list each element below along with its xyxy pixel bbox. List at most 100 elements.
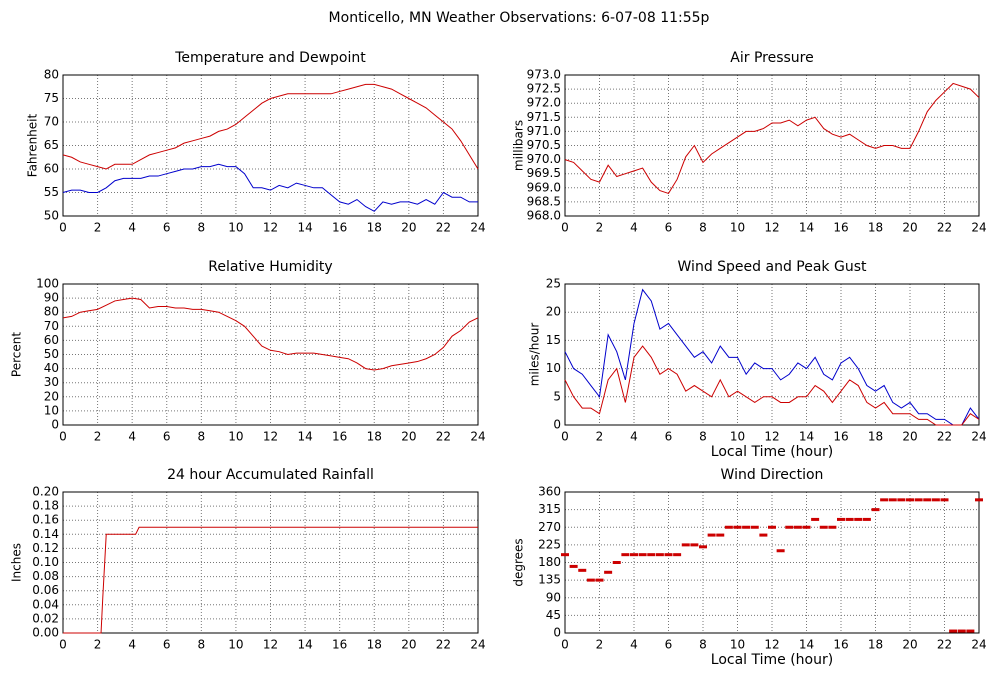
x-tick-label: 20 [401, 221, 416, 235]
x-tick-label: 10 [228, 221, 243, 235]
x-tick-label: 10 [730, 638, 745, 652]
y-tick-label: 969.5 [527, 166, 561, 180]
x-tick-label: 20 [401, 638, 416, 652]
data-point [724, 525, 733, 529]
x-axis-label: Local Time (hour) [711, 652, 833, 668]
x-tick-label: 6 [665, 638, 673, 652]
y-tick-label: 0.14 [32, 527, 59, 541]
y-tick-label: 971.0 [527, 124, 561, 138]
x-tick-label: 20 [902, 430, 917, 444]
y-tick-label: 50 [44, 209, 59, 223]
chart-title: Wind Speed and Peak Gust [678, 259, 867, 275]
x-tick-label: 0 [561, 221, 569, 235]
data-point [768, 525, 776, 529]
y-axis-label: Percent [10, 332, 24, 377]
y-tick-label: 80 [44, 68, 59, 82]
data-point [595, 578, 604, 582]
x-tick-label: 0 [561, 430, 569, 444]
y-tick-label: 0.08 [32, 569, 59, 583]
data-line [564, 288, 980, 426]
x-tick-label: 0 [561, 638, 569, 652]
data-point [586, 578, 595, 582]
y-tick-label: 0.02 [32, 611, 59, 625]
data-point [845, 517, 854, 521]
x-tick-label: 14 [799, 638, 814, 652]
x-tick-label: 6 [163, 430, 171, 444]
x-tick-label: 10 [228, 430, 243, 444]
data-point [897, 498, 906, 502]
data-point [604, 570, 613, 574]
plot-frame [62, 283, 479, 426]
x-tick-label: 2 [596, 221, 604, 235]
x-tick-label: 14 [297, 221, 312, 235]
y-tick-label: 75 [44, 91, 59, 105]
y-tick-label: 0.20 [32, 485, 59, 499]
x-tick-label: 2 [94, 638, 102, 652]
x-tick-label: 8 [699, 430, 707, 444]
x-tick-label: 0 [59, 221, 67, 235]
x-tick-label: 18 [868, 430, 883, 444]
x-tick-label: 18 [868, 221, 883, 235]
data-point [664, 553, 673, 557]
x-tick-label: 18 [367, 430, 382, 444]
data-point [871, 508, 880, 512]
x-tick-label: 12 [263, 638, 278, 652]
data-point [733, 525, 742, 529]
y-axis-label: miles/hour [528, 323, 542, 387]
data-point [742, 525, 751, 529]
y-tick-label: 60 [44, 162, 59, 176]
data-point [612, 561, 621, 564]
y-tick-label: 100 [36, 277, 59, 291]
x-tick-label: 2 [94, 221, 102, 235]
y-tick-label: 970.5 [527, 138, 561, 152]
x-tick-label: 2 [94, 430, 102, 444]
x-tick-label: 24 [971, 430, 986, 444]
data-line [564, 345, 980, 426]
y-tick-label: 90 [44, 291, 59, 305]
x-tick-label: 20 [401, 430, 416, 444]
data-point [819, 525, 828, 529]
y-tick-label: 5 [553, 389, 561, 403]
x-tick-label: 18 [367, 638, 382, 652]
plot-frame [62, 491, 479, 634]
y-tick-label: 15 [546, 333, 561, 347]
y-tick-label: 972.0 [527, 96, 561, 110]
x-tick-label: 14 [297, 430, 312, 444]
y-tick-label: 0 [553, 418, 561, 432]
x-tick-label: 12 [764, 430, 779, 444]
y-tick-label: 60 [44, 333, 59, 347]
data-point [621, 553, 630, 557]
data-point [630, 553, 638, 557]
y-axis-label: millibars [512, 120, 526, 171]
y-tick-label: 968.0 [527, 209, 561, 223]
chart-title: Relative Humidity [208, 259, 332, 275]
y-tick-label: 969.0 [527, 180, 561, 194]
plot-frame [62, 74, 479, 217]
y-tick-label: 0.18 [32, 499, 59, 513]
x-tick-label: 14 [297, 638, 312, 652]
data-point [561, 553, 569, 557]
data-point [673, 553, 682, 557]
y-tick-label: 70 [44, 115, 59, 129]
data-line [564, 82, 980, 195]
y-tick-label: 0.06 [32, 583, 59, 597]
data-line [62, 297, 479, 371]
x-tick-label: 16 [833, 221, 848, 235]
data-point [759, 533, 768, 537]
y-tick-label: 315 [538, 502, 561, 516]
x-tick-label: 16 [833, 638, 848, 652]
data-point [949, 629, 958, 633]
x-tick-label: 22 [436, 638, 451, 652]
y-tick-label: 20 [546, 305, 561, 319]
x-tick-label: 22 [937, 430, 952, 444]
y-tick-label: 270 [538, 520, 561, 534]
data-point [966, 629, 975, 633]
data-point [906, 498, 914, 502]
x-tick-label: 2 [596, 430, 604, 444]
y-tick-label: 0.12 [32, 541, 59, 555]
data-point [931, 498, 940, 502]
data-point [793, 525, 802, 529]
x-tick-label: 24 [971, 221, 986, 235]
data-point [880, 498, 889, 502]
x-tick-label: 16 [332, 638, 347, 652]
